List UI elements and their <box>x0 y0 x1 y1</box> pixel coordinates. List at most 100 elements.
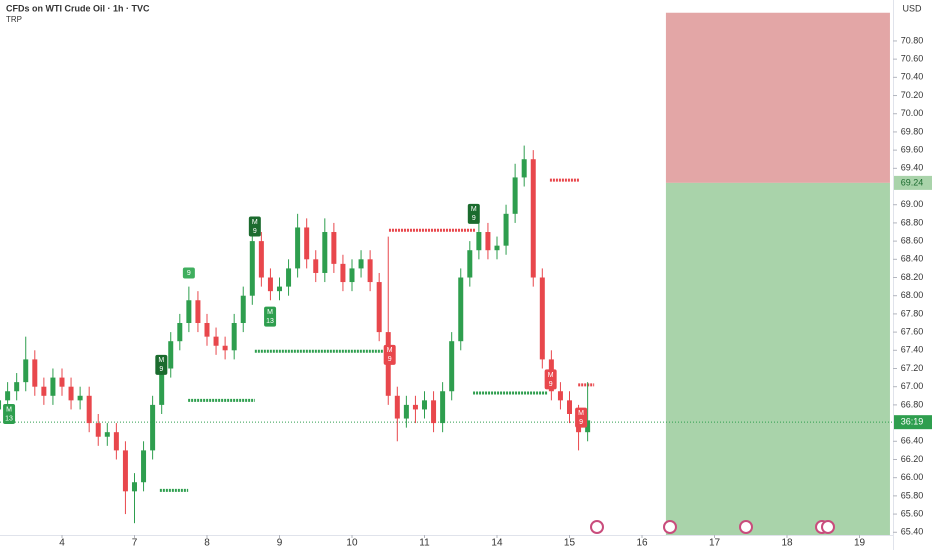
signal-marker-label: 9 <box>579 419 583 426</box>
candle-body <box>521 159 527 178</box>
candle-body <box>204 323 210 337</box>
signal-marker-top: M <box>387 347 393 354</box>
y-tick-label: 69.40 <box>901 163 924 173</box>
candle-body <box>358 259 364 269</box>
candle-body <box>50 377 56 396</box>
event-icon[interactable] <box>739 520 753 534</box>
candle-body <box>23 359 29 383</box>
x-tick-label: 11 <box>419 538 430 549</box>
signal-marker <box>383 344 396 365</box>
y-tick-label: 70.40 <box>901 72 924 82</box>
candle-body <box>195 300 201 324</box>
signal-marker <box>467 203 480 224</box>
y-tick-label: 66.80 <box>901 399 924 409</box>
signal-marker-top: M <box>158 357 164 364</box>
candle-body <box>168 341 174 369</box>
candle-body <box>394 395 400 419</box>
signal-marker <box>575 407 588 428</box>
candle-body <box>113 432 119 451</box>
candle-body <box>403 404 409 419</box>
event-icons[interactable] <box>590 520 835 534</box>
candle-body <box>539 277 545 360</box>
signal-marker-top: M <box>471 206 477 213</box>
candle-body <box>331 232 337 264</box>
target-zone <box>665 182 890 535</box>
candle-body <box>467 250 473 278</box>
signal-marker-top: M <box>252 219 258 226</box>
y-tick-label: 66.40 <box>901 436 924 446</box>
candle-body <box>14 382 20 392</box>
candle-body <box>557 391 563 401</box>
currency: USD <box>902 3 922 13</box>
signal-marker <box>544 369 557 390</box>
x-tick-label: 8 <box>204 538 210 549</box>
candle-body <box>530 159 536 278</box>
candle-body <box>104 432 110 437</box>
x-tick-label: 9 <box>277 538 283 549</box>
candle-body <box>431 400 437 424</box>
y-tick-label: 69.80 <box>901 126 924 136</box>
signal-marker-top: M <box>578 410 584 417</box>
candle-body <box>494 245 500 251</box>
candle-body <box>485 232 491 251</box>
candle-body <box>449 341 455 392</box>
countdown-box <box>894 415 932 430</box>
candle-body <box>322 232 328 273</box>
signal-marker <box>3 403 16 424</box>
candle-body <box>59 377 65 387</box>
event-icon[interactable] <box>590 520 604 534</box>
x-tick-label: 4 <box>59 538 65 549</box>
signal-marker <box>264 306 277 327</box>
candle-body <box>5 391 11 401</box>
candle-body <box>503 213 509 246</box>
candle-body <box>231 323 237 351</box>
y-tick-label: 65.60 <box>901 508 924 518</box>
y-tick-label: 67.60 <box>901 326 924 336</box>
signal-marker-label: 9 <box>253 228 257 235</box>
candle-body <box>86 395 92 424</box>
y-tick-label: 69.60 <box>901 145 924 155</box>
x-tick-label: 14 <box>491 538 503 549</box>
y-tick-label: 66.00 <box>901 472 924 482</box>
candle-body <box>340 263 346 283</box>
candle-body <box>476 232 482 251</box>
signal-marker-label: 9 <box>472 215 476 222</box>
candle-body <box>68 386 74 401</box>
event-icon[interactable] <box>821 520 835 534</box>
event-icon[interactable] <box>663 520 677 534</box>
candle-body <box>258 241 264 278</box>
stop-zone <box>665 12 890 183</box>
signal-marker <box>248 216 261 237</box>
x-tick-label: 18 <box>781 538 793 549</box>
candle-body <box>213 336 219 346</box>
candle-body <box>131 482 137 492</box>
candle-body <box>304 227 310 260</box>
y-tick-label: 68.20 <box>901 272 924 282</box>
candle-body <box>276 286 282 292</box>
y-tick-label: 70.00 <box>901 108 924 118</box>
candle-body <box>0 400 2 410</box>
candle-body <box>41 386 47 396</box>
y-tick-label: 68.00 <box>901 290 924 300</box>
x-tick-label: 16 <box>636 538 648 549</box>
signal-marker <box>182 267 195 279</box>
candle-body <box>186 300 192 324</box>
candle-body <box>367 259 373 283</box>
candle-body <box>141 450 147 483</box>
candle-body <box>349 268 355 283</box>
candle-body <box>313 259 319 273</box>
candle-body <box>32 359 38 387</box>
candle-body <box>585 420 591 433</box>
signal-marker-label: 13 <box>266 318 274 325</box>
signal-marker-top: M <box>267 309 273 316</box>
candle-body <box>295 227 301 269</box>
signal-marker-label: 9 <box>549 381 553 388</box>
y-tick-label: 65.80 <box>901 490 924 500</box>
candle-body <box>458 277 464 342</box>
y-tick-label: 65.40 <box>901 527 924 537</box>
candle-body <box>77 395 83 401</box>
candle-body <box>421 400 427 410</box>
signal-marker-label: 9 <box>388 356 392 363</box>
y-tick-label: 67.00 <box>901 381 924 391</box>
candle-body <box>249 241 255 296</box>
